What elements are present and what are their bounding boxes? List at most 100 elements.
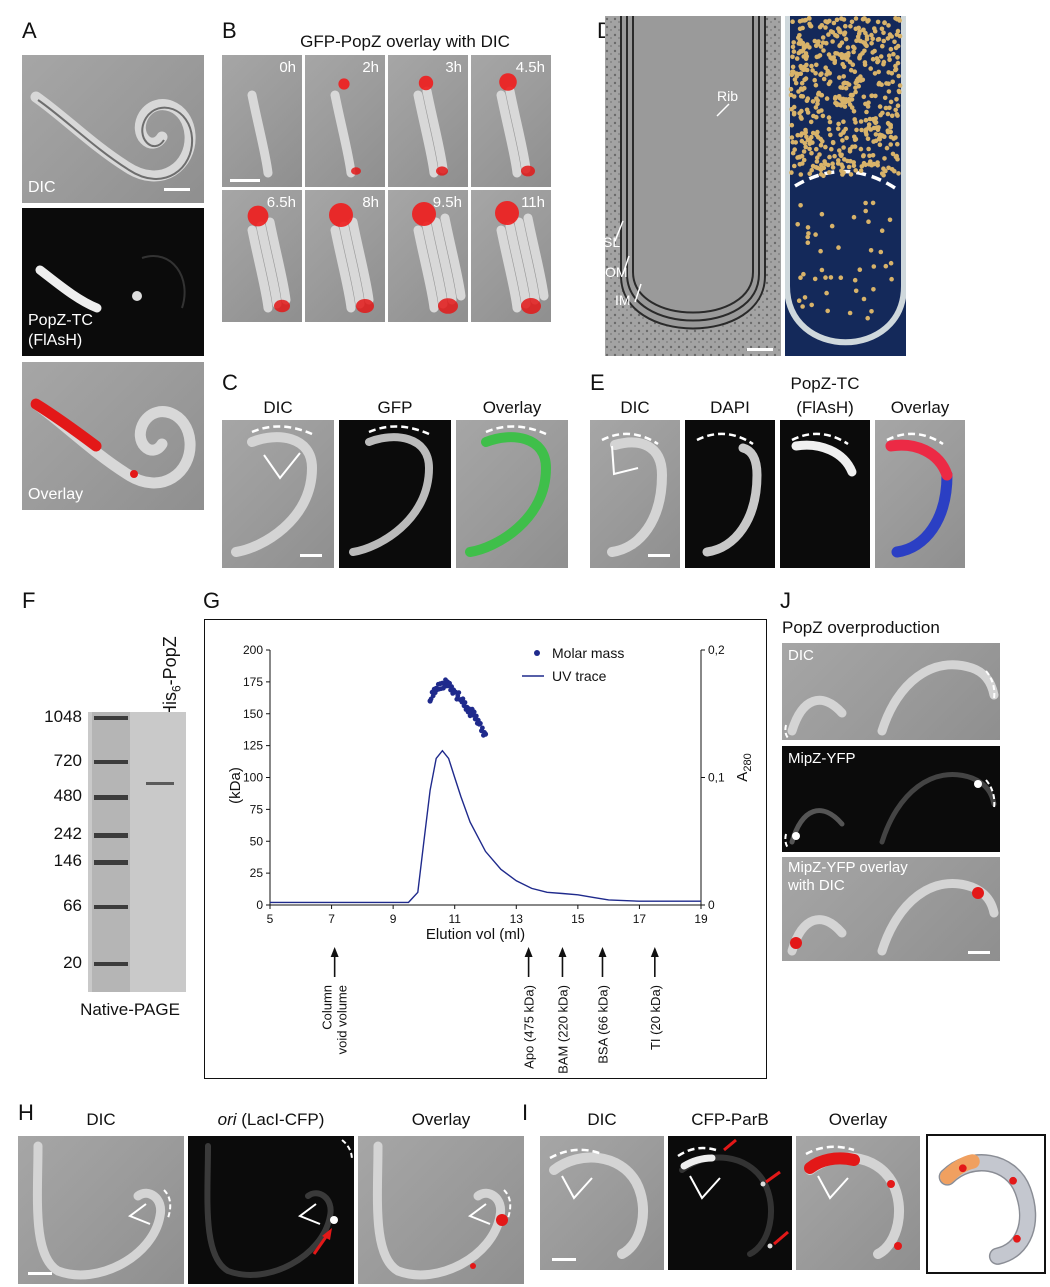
- panel-b-time-label: 11h: [521, 194, 545, 211]
- panel-f-lane-label: His6-PopZ: [160, 636, 184, 718]
- panel-h-overlay-image: [358, 1136, 524, 1284]
- panel-i-cfp-image: [668, 1136, 792, 1270]
- x-tick-label: 19: [694, 912, 708, 926]
- panel-h-dic-caption: DIC: [86, 1110, 116, 1129]
- popz-band: [146, 782, 174, 785]
- panel-c-dic-image: [222, 420, 334, 568]
- molar-mass-point: [480, 725, 485, 731]
- panel-e-popz-image: [780, 420, 870, 568]
- panel-i-dic-caption: DIC: [587, 1110, 617, 1129]
- calibration-label: Apo (475 kDa): [522, 985, 537, 1069]
- panel-b-title: GFP-PopZ overlay with DIC: [300, 32, 510, 51]
- molar-mass-point: [462, 700, 468, 705]
- y-tick-label: 125: [243, 739, 263, 753]
- panel-i-overlay-image: [796, 1136, 920, 1270]
- panel-g-frame: [204, 619, 767, 1079]
- gel-marker-label: 20: [63, 953, 82, 972]
- panel-b-frame: 2h: [305, 55, 385, 187]
- gel-band: [94, 860, 128, 865]
- panel-c-dic-caption: DIC: [263, 398, 293, 417]
- panel-label-e: E: [590, 370, 605, 395]
- calibration-arrowhead: [650, 947, 659, 957]
- uv-trace-line: [270, 749, 701, 904]
- panel-e-overlay-image: [875, 420, 965, 568]
- panel-label-f: F: [22, 588, 36, 613]
- panel-a-dic-label: DIC: [28, 179, 56, 196]
- x-tick-label: 7: [328, 912, 335, 926]
- panel-h-ori-image: [188, 1136, 354, 1284]
- y-tick-label: 100: [243, 771, 263, 785]
- panel-d-om-label: OM: [605, 264, 628, 280]
- panel-b-frame: 0h: [222, 55, 302, 187]
- gel-marker-label: 480: [53, 786, 82, 805]
- panel-b-frame: 8h: [305, 190, 385, 322]
- panel-label-j: J: [780, 588, 791, 613]
- y2-tick-label: 0: [708, 898, 715, 912]
- y-tick-label: 150: [243, 707, 263, 721]
- y-tick-label: 175: [243, 675, 263, 689]
- x-tick-label: 17: [633, 912, 647, 926]
- panel-j-title: PopZ overproduction: [782, 618, 940, 637]
- x-tick-label: 9: [390, 912, 397, 926]
- panel-label-c: C: [222, 370, 238, 395]
- panel-j-overlay-image: MipZ-YFP overlay with DIC: [782, 857, 1000, 961]
- panel-b-time-label: 9.5h: [432, 194, 462, 211]
- calibration-arrowhead: [598, 947, 607, 957]
- panel-c-overlay-caption: Overlay: [482, 398, 542, 417]
- gel-marker-label: 720: [53, 751, 82, 770]
- x-tick-label: 5: [267, 912, 274, 926]
- panel-a-popz-image: PopZ-TC (FlAsH): [22, 208, 204, 356]
- legend-molar-mass-label: Molar mass: [552, 645, 624, 661]
- panel-a-overlay-image: Overlay: [22, 362, 204, 510]
- y2-tick-label: 0,2: [708, 643, 725, 657]
- panel-b-frame: 3h: [388, 55, 468, 187]
- panel-j-overlay-label-2: with DIC: [788, 877, 845, 894]
- panel-b-time-label: 6.5h: [266, 194, 296, 211]
- y2-axis-label: A280: [734, 753, 754, 781]
- panel-label-g: G: [203, 588, 221, 613]
- legend-molar-mass-marker: [534, 650, 540, 656]
- calibration-label: BAM (220 kDa): [555, 985, 570, 1074]
- gel-marker-label: 146: [53, 851, 82, 870]
- panel-e-dapi-image: [685, 420, 775, 568]
- panel-b-frame: 6.5h: [222, 190, 302, 322]
- panel-b-frame: 9.5h: [388, 190, 468, 322]
- gel-band: [94, 716, 128, 720]
- y-axis-label: (kDa): [227, 767, 244, 804]
- panel-d-im-label: IM: [615, 292, 631, 308]
- panel-i-dic-image: [540, 1136, 664, 1270]
- panel-b-frame: 11h: [471, 190, 551, 322]
- panel-e-popz-caption-2: (FlAsH): [796, 398, 854, 417]
- panel-e-dic-caption: DIC: [620, 398, 650, 417]
- panel-i-cfp-caption: CFP-ParB: [691, 1110, 769, 1129]
- molar-mass-point: [456, 690, 462, 695]
- y-tick-label: 0: [256, 898, 263, 912]
- panel-c-gfp-image: [339, 420, 451, 568]
- panel-j-overlay-label-1: MipZ-YFP overlay: [788, 859, 908, 876]
- molar-mass-point: [473, 713, 479, 719]
- panel-i-schematic: [926, 1134, 1046, 1274]
- gel-band: [94, 760, 128, 764]
- panel-e-dic-image: [590, 420, 680, 568]
- panel-f-gel-image: [88, 712, 186, 992]
- gel-band: [94, 795, 128, 800]
- calibration-arrowhead: [524, 947, 533, 957]
- gel-marker-label: 1048: [44, 707, 82, 726]
- y-tick-label: 200: [243, 643, 263, 657]
- y2-tick-label: 0,1: [708, 771, 725, 785]
- legend-uv-label: UV trace: [552, 668, 607, 684]
- panel-label-b: B: [222, 18, 237, 43]
- panel-b-time-label: 4.5h: [515, 59, 545, 76]
- x-tick-label: 13: [510, 912, 524, 926]
- panel-c-overlay-image: [456, 420, 568, 568]
- panel-j-mipz-image: MipZ-YFP: [782, 746, 1000, 852]
- panel-b-time-label: 0h: [279, 59, 296, 76]
- panel-j-dic-image: DIC: [782, 643, 1000, 740]
- panel-h-ori-caption: ori (LacI-CFP): [217, 1110, 325, 1129]
- calibration-label: void volume: [335, 985, 350, 1054]
- gel-marker-label: 242: [53, 824, 82, 843]
- panel-d-model-image: [785, 16, 906, 356]
- molar-mass-point: [460, 696, 466, 702]
- y-tick-label: 75: [250, 802, 264, 816]
- panel-e-dapi-caption: DAPI: [710, 398, 750, 417]
